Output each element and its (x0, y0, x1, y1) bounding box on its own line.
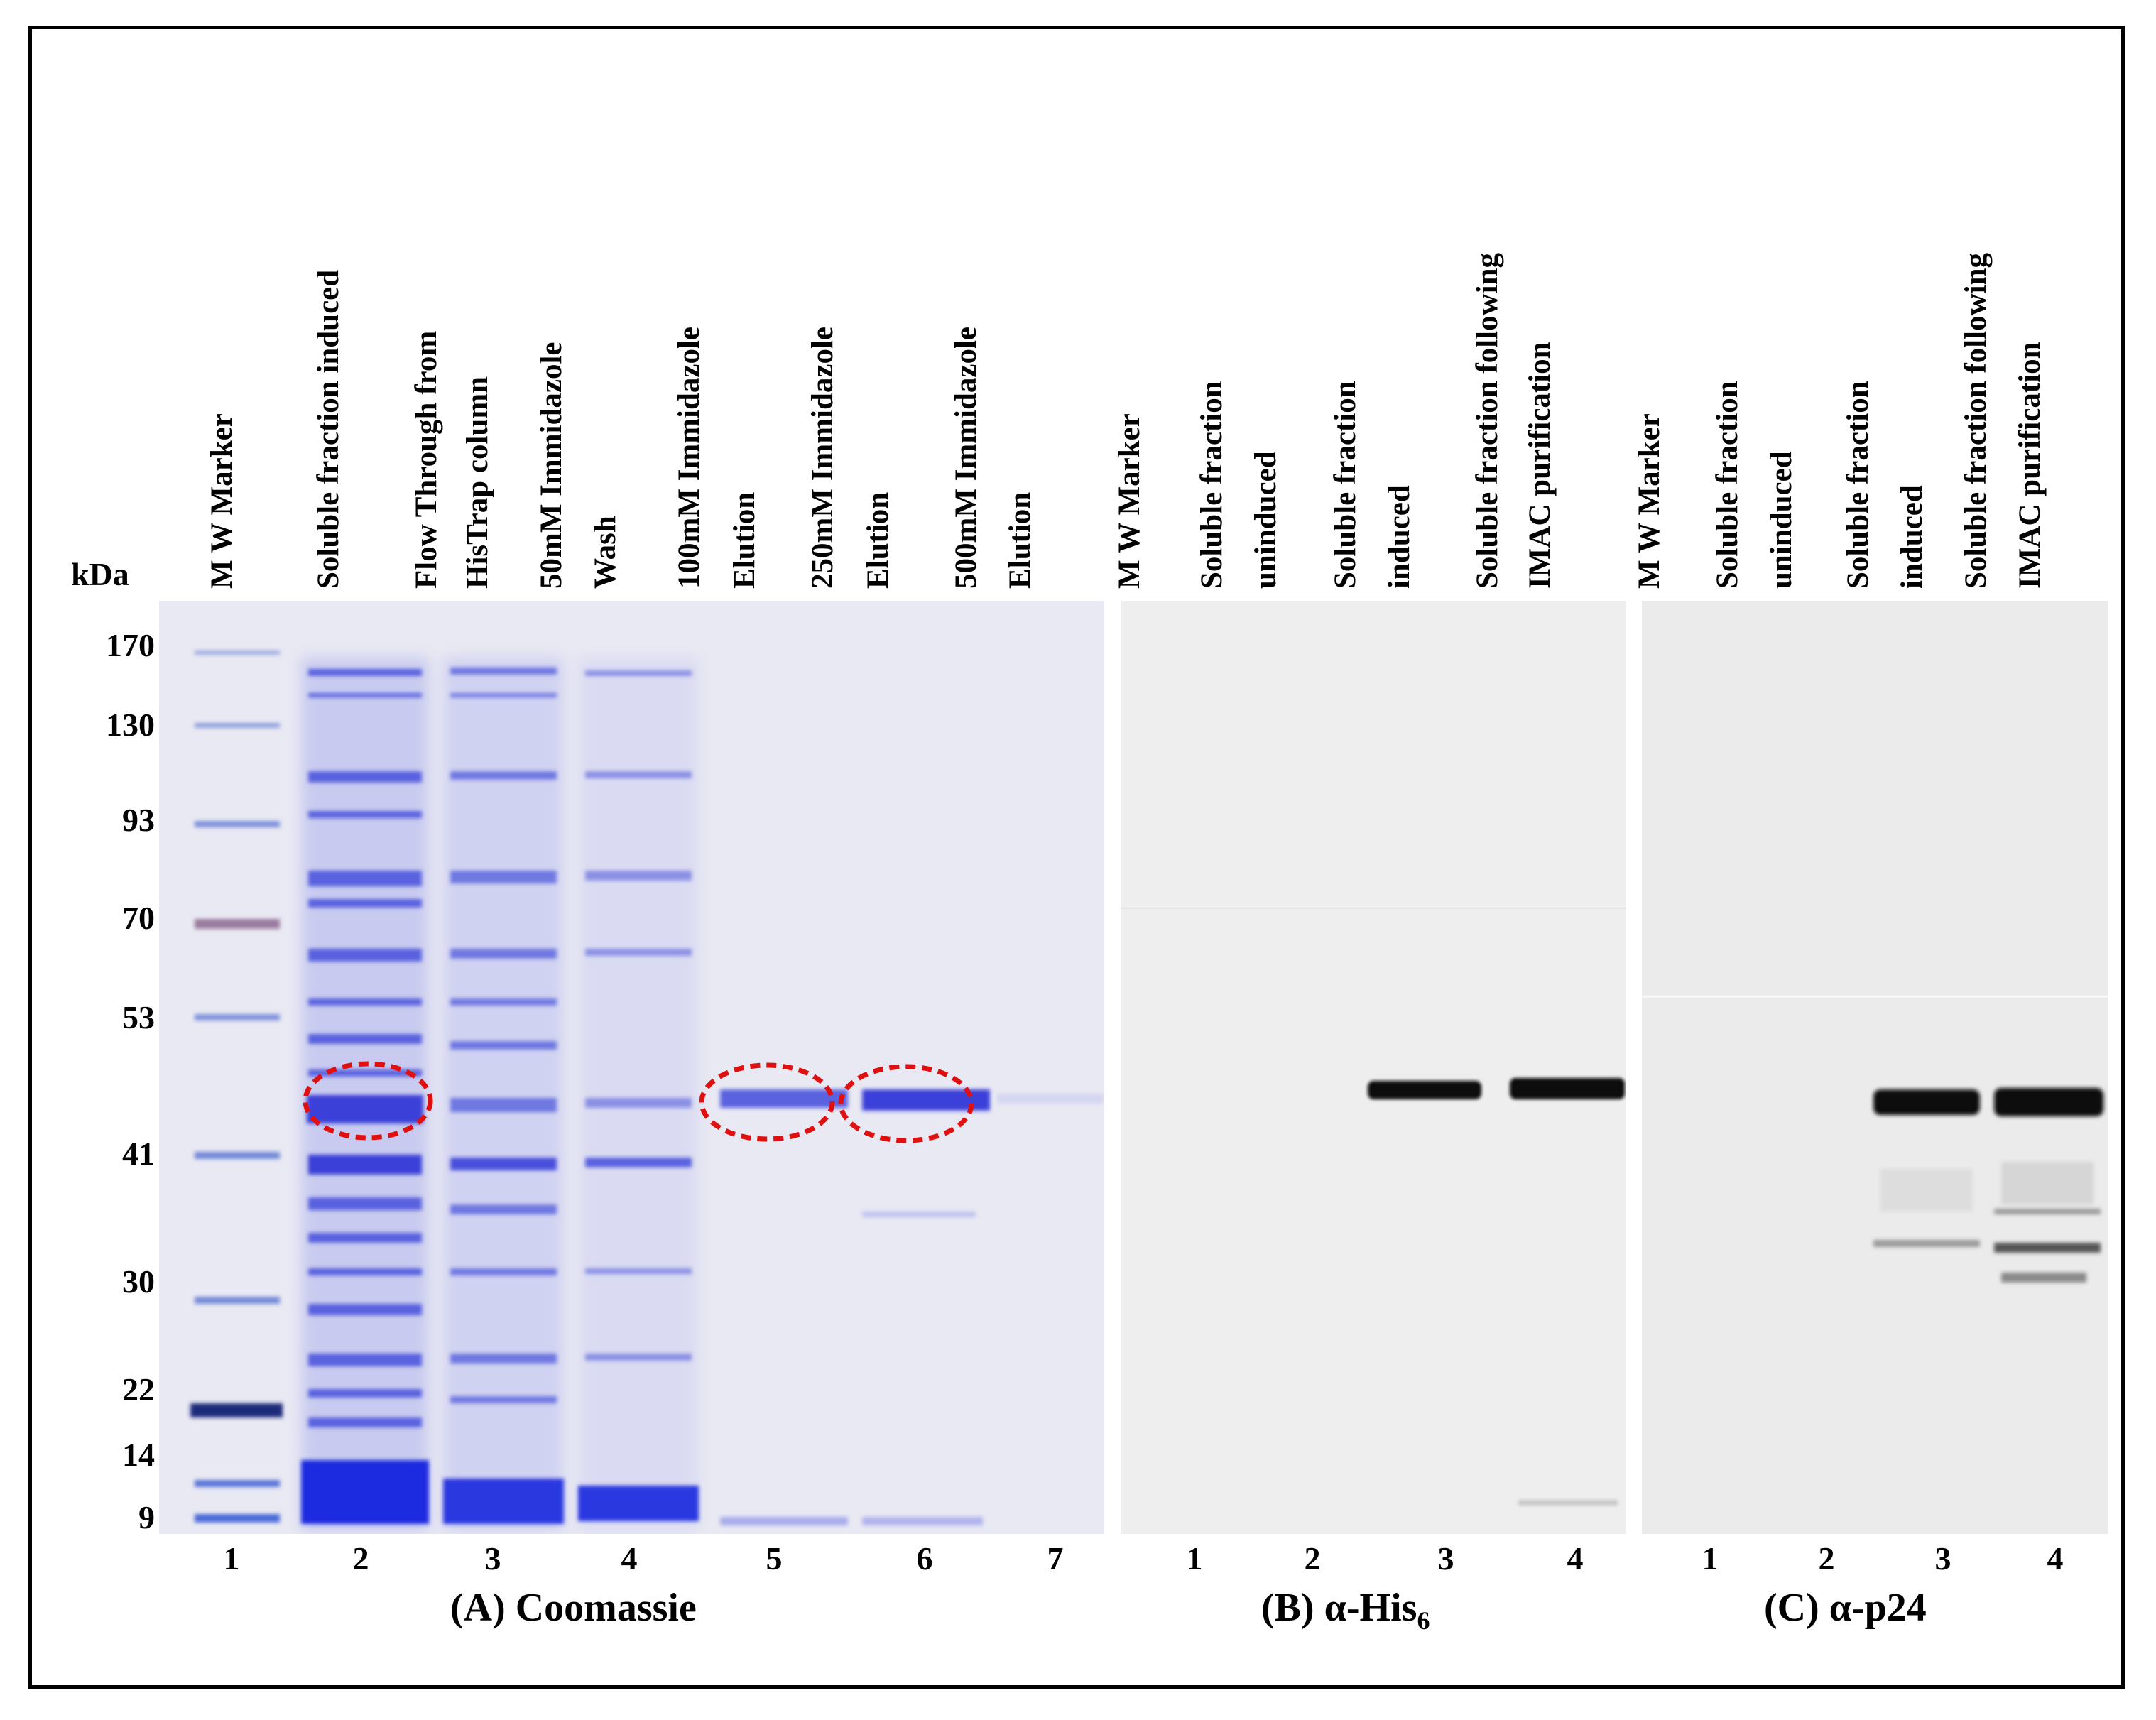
mw-marker-label: 30 (122, 1263, 155, 1300)
panel-b-title: (B) α-His6 (1261, 1586, 1430, 1635)
marker-lane (190, 651, 283, 1523)
lane-label: M W Marker (1113, 413, 1146, 589)
panel-c-title: (C) α-p24 (1764, 1586, 1927, 1630)
lane-label: IMAC purification (2013, 342, 2047, 589)
lane-label: M W Marker (1633, 413, 1666, 589)
lane-label: Soluble fraction (1329, 381, 1362, 589)
lane-label: Soluble fraction (1841, 381, 1875, 589)
lane-label: 500mM Immidazole (949, 326, 983, 589)
lane-label: Soluble fraction following (1959, 252, 1993, 589)
lane-number: 1 (1186, 1540, 1203, 1577)
lane-label: Soluble fraction (1195, 381, 1229, 589)
lane-label: Flow Through from (410, 330, 443, 589)
p24-western-panel (1642, 601, 2108, 1534)
lane-number: 6 (916, 1540, 933, 1577)
lane-number: 3 (484, 1540, 501, 1577)
lane-number: 3 (1934, 1540, 1951, 1577)
lane-3-smear (443, 658, 564, 1531)
lane-label: Soluble fraction following (1471, 252, 1504, 589)
mw-marker-label: 41 (122, 1136, 155, 1172)
lane-number: 2 (1304, 1540, 1321, 1577)
lane-label: M W Marker (205, 413, 239, 589)
band-lane-4 (1994, 1088, 2103, 1116)
mw-marker-label: 14 (122, 1437, 155, 1473)
band-lane-4 (1510, 1078, 1625, 1099)
lane-number: 7 (1047, 1540, 1064, 1577)
lane-number: 3 (1437, 1540, 1454, 1577)
lane-number: 2 (1818, 1540, 1835, 1577)
lane-number: 1 (1702, 1540, 1719, 1577)
mw-marker-label: 70 (122, 900, 155, 936)
mw-marker-label: 9 (138, 1499, 155, 1535)
his-western-image (1121, 601, 1626, 1534)
mw-marker-label: 53 (122, 999, 155, 1035)
lane-label: Soluble fraction (1711, 381, 1744, 589)
lane-label: IMAC purification (1523, 342, 1557, 589)
lane-number: 1 (223, 1540, 240, 1577)
lane-number: 5 (766, 1540, 783, 1577)
kda-label: kDa (71, 556, 129, 592)
lane-label: induced (1895, 485, 1929, 589)
mw-marker-label: 22 (122, 1371, 155, 1408)
lane-number: 4 (2047, 1540, 2064, 1577)
lane-label: uninduced (1765, 451, 1798, 589)
lane-number: 4 (621, 1540, 638, 1577)
his-western-panel (1121, 601, 1626, 1534)
band-lane-3 (1368, 1081, 1481, 1099)
lane-label: Elution (1003, 491, 1037, 589)
lane-label: Elution (861, 491, 895, 589)
lane-label: Wash (589, 516, 622, 589)
lane-label: induced (1383, 485, 1416, 589)
coomassie-gel-panel (159, 601, 1104, 1534)
mw-marker-label: 93 (122, 802, 155, 838)
mw-marker-label: 170 (106, 627, 155, 663)
figure-frame (28, 26, 2125, 1689)
panel-a-title: (A) Coomassie (450, 1586, 697, 1630)
lane-4-smear (578, 658, 699, 1531)
p24-western-image (1642, 601, 2108, 1534)
lane-label: Soluble fraction induced (312, 269, 345, 589)
coomassie-gel-image (159, 601, 1104, 1534)
mw-marker-label: 130 (106, 707, 155, 743)
lane-label: 50mM Immidazole (535, 342, 568, 589)
band-lane-3 (1873, 1089, 1980, 1115)
lane-number: 4 (1567, 1540, 1584, 1577)
lane-label: 100mM Immidazole (673, 326, 706, 589)
lane-number: 2 (352, 1540, 369, 1577)
lane-2-smear (301, 658, 429, 1531)
